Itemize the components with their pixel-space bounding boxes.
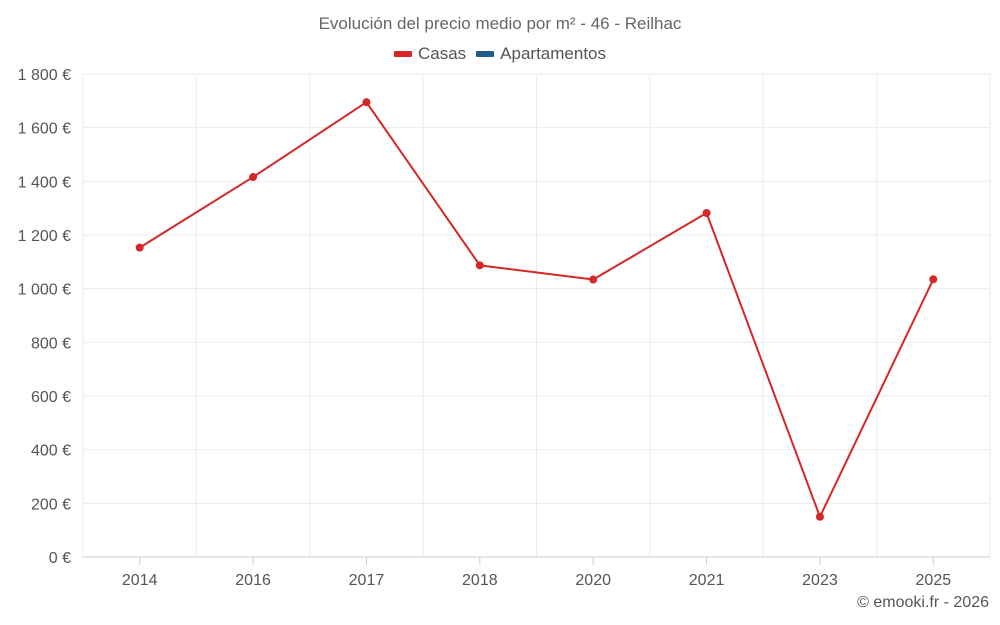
series-layer xyxy=(135,98,938,521)
x-tick-label: 2018 xyxy=(462,572,498,589)
credit-text: © emooki.fr - 2026 xyxy=(857,594,989,611)
legend-item-casas[interactable]: Casas xyxy=(393,44,467,64)
legend: Casas Apartamentos xyxy=(0,44,1000,64)
y-tick-label: 1 200 € xyxy=(18,228,71,245)
x-tick-label: 2017 xyxy=(349,572,385,589)
x-tick-label: 2014 xyxy=(122,572,158,589)
data-point-casas xyxy=(362,98,371,107)
label-layer: 0 € 200 € 400 € 600 € 800 € 1 000 € 1 200 € 1 4… xyxy=(18,67,952,589)
data-point-casas xyxy=(135,243,144,252)
data-point-casas xyxy=(475,261,484,270)
x-tick-label: 2023 xyxy=(802,572,838,589)
y-tick-label: 800 € xyxy=(31,335,71,352)
y-tick-label: 1 800 € xyxy=(18,67,71,84)
data-point-casas xyxy=(702,208,711,217)
legend-label-apartamentos: Apartamentos xyxy=(500,44,607,63)
data-point-casas xyxy=(249,173,258,182)
series-line-casas xyxy=(138,101,935,518)
x-tick-label: 2025 xyxy=(916,572,952,589)
data-point-casas xyxy=(589,275,598,284)
y-tick-label: 400 € xyxy=(31,443,71,460)
data-point-casas xyxy=(815,512,824,521)
data-point-casas xyxy=(929,275,938,284)
x-tick-label: 2016 xyxy=(235,572,271,589)
grid-layer xyxy=(82,73,991,557)
legend-label-casas: Casas xyxy=(417,44,467,63)
y-tick-label: 600 € xyxy=(31,389,71,406)
y-tick-label: 0 € xyxy=(49,550,71,567)
legend-swatch-casas xyxy=(393,51,412,57)
axis-layer xyxy=(83,556,990,565)
chart-title: Evolución del precio medio por m² - 46 -… xyxy=(318,14,682,33)
legend-item-apartamentos[interactable]: Apartamentos xyxy=(476,44,606,64)
legend-swatch-apartamentos xyxy=(476,51,495,57)
y-tick-label: 1 600 € xyxy=(18,121,71,138)
x-tick-label: 2020 xyxy=(575,572,611,589)
x-tick-label: 2021 xyxy=(689,572,725,589)
y-tick-label: 1 400 € xyxy=(18,174,71,191)
y-tick-label: 1 000 € xyxy=(18,282,71,299)
y-tick-label: 200 € xyxy=(31,496,71,513)
